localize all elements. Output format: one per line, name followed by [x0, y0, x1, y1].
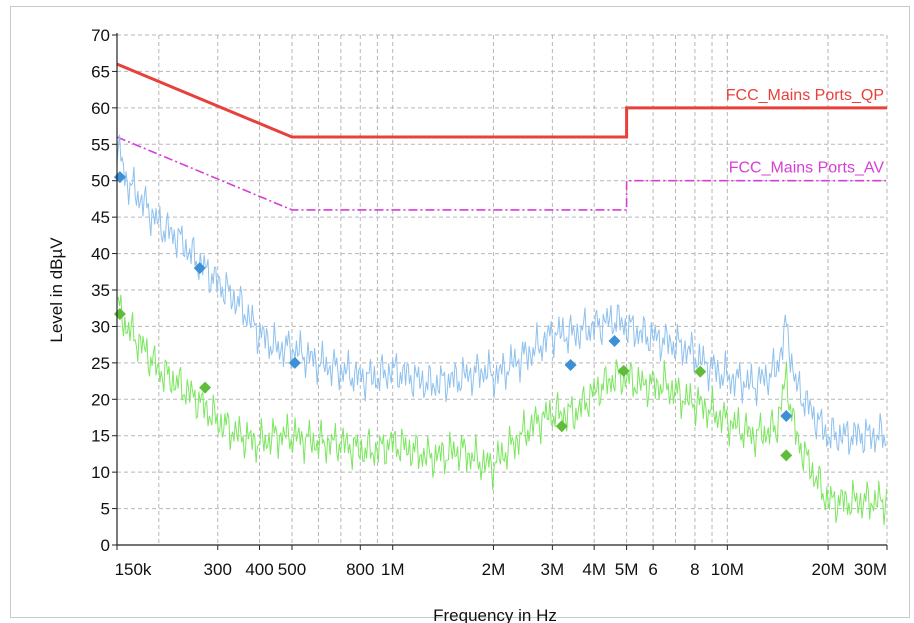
- x-tick-label: 150k: [115, 560, 152, 579]
- limit-lines: [116, 62, 887, 211]
- y-tick-label: 50: [91, 172, 110, 191]
- marker-diamond: [694, 365, 707, 378]
- marker-diamond: [288, 356, 301, 369]
- x-tick-label: 20M: [812, 560, 845, 579]
- marker-diamond: [199, 381, 212, 394]
- y-tick-label: 45: [91, 208, 110, 227]
- y-tick-label: 0: [101, 536, 110, 555]
- grid: [117, 34, 888, 546]
- x-tick-label: 5M: [615, 560, 639, 579]
- y-tick-label: 30: [91, 317, 110, 336]
- y-tick-label: 20: [91, 390, 110, 409]
- series-line: [116, 294, 888, 526]
- marker-diamond: [608, 335, 621, 347]
- y-tick-label: 65: [91, 62, 110, 81]
- limit-label: FCC_Mains Ports_AV: [729, 160, 885, 177]
- measurement-series: [116, 134, 888, 526]
- y-tick-label: 5: [101, 500, 110, 519]
- x-tick-label: 30M: [854, 560, 887, 579]
- x-tick-label: 800: [346, 560, 374, 579]
- limit-line: [116, 62, 887, 139]
- y-tick-label: 15: [91, 427, 110, 446]
- x-tick-label: 8: [690, 560, 699, 579]
- y-tick-labels: 0 5 10 15 20 25 30 35 40 45 50 55 60 65 70: [91, 26, 117, 555]
- marker-diamond: [780, 410, 793, 423]
- y-tick-label: 40: [91, 245, 110, 264]
- marker-diamond: [555, 420, 568, 433]
- limit-label: FCC_Mains Ports_QP: [726, 87, 884, 104]
- x-tick-label: 2M: [482, 560, 506, 579]
- x-tick-label: 400: [245, 560, 273, 579]
- y-tick-label: 60: [91, 99, 110, 118]
- y-tick-label: 25: [91, 354, 110, 373]
- series-line: [116, 134, 887, 455]
- marker-diamond: [617, 364, 630, 377]
- y-tick-label: 35: [91, 281, 110, 300]
- x-tick-label: 10M: [711, 560, 744, 579]
- x-tick-label: 500: [278, 560, 306, 579]
- limit-labels: FCC_Mains Ports_QP FCC_Mains Ports_AV: [726, 87, 885, 177]
- limit-line: [116, 136, 887, 211]
- x-tick-labels: 150k 300 400 500 800 1M 2M 3M 4M 5M 6 8 10M 20M 30M: [115, 545, 888, 579]
- y-tick-label: 10: [91, 463, 110, 482]
- y-axis-label: Level in dBµV: [47, 237, 66, 343]
- axes: [116, 33, 887, 546]
- y-tick-label: 55: [91, 135, 110, 154]
- x-tick-label: 4M: [582, 560, 606, 579]
- x-tick-label: 300: [204, 560, 232, 579]
- marker-diamond: [193, 262, 206, 275]
- x-axis-label: Frequency in Hz: [433, 606, 557, 623]
- marker-diamond: [113, 308, 126, 321]
- x-tick-label: 6: [648, 560, 657, 579]
- marker-diamond: [564, 359, 577, 372]
- y-tick-label: 70: [91, 26, 110, 45]
- marker-diamond: [780, 449, 793, 462]
- x-tick-label: 3M: [541, 560, 565, 579]
- x-tick-label: 1M: [381, 560, 405, 579]
